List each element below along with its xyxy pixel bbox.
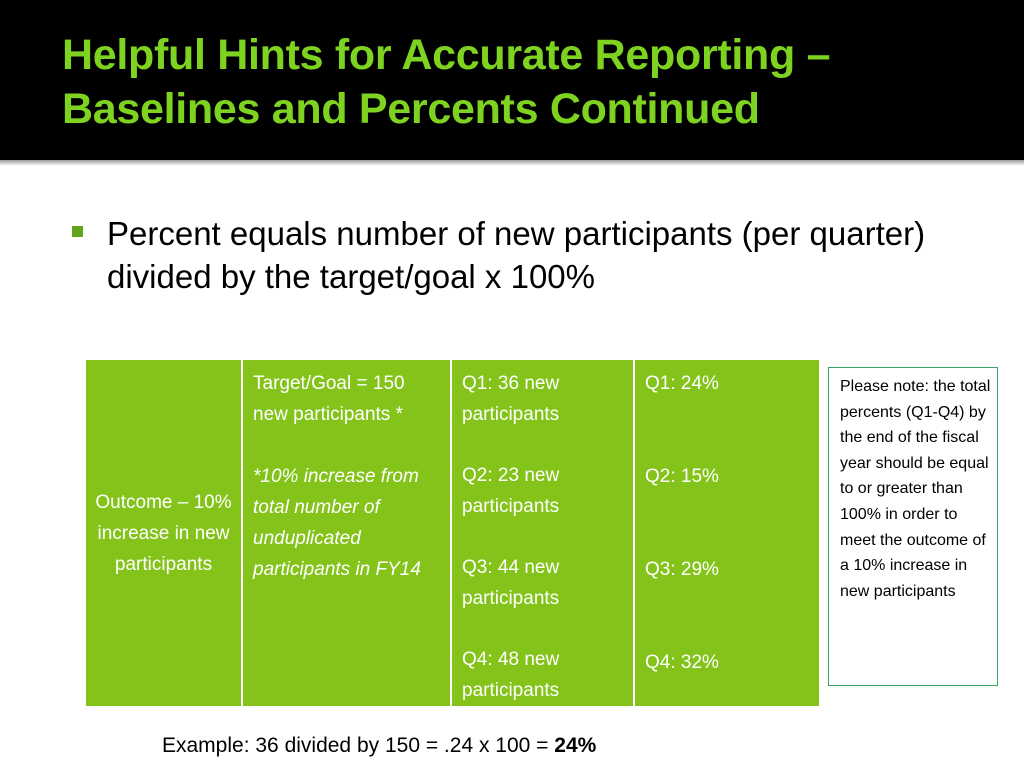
outcome-text: Outcome – 10% increase in new participan… bbox=[95, 491, 232, 575]
quarter-percent-q2: Q2: 15% bbox=[645, 466, 719, 487]
target-cell: Target/Goal = 150 new participants * *10… bbox=[243, 360, 452, 706]
note-text: Please note: the total percents (Q1-Q4) … bbox=[840, 378, 991, 600]
quarter-participants-q1: Q1: 36 new participants bbox=[462, 373, 560, 425]
example-line: Example: 36 divided by 150 = .24 x 100 =… bbox=[162, 728, 596, 764]
square-bullet-icon bbox=[72, 226, 83, 237]
note-box: Please note: the total percents (Q1-Q4) … bbox=[828, 367, 998, 686]
bullet-item: Percent equals number of new participant… bbox=[72, 212, 972, 298]
quarter-participants-q3: Q3: 44 new participants bbox=[462, 557, 560, 609]
quarter-participants-cell: Q1: 36 new participants Q2: 23 new parti… bbox=[452, 360, 635, 706]
quarter-participants-q2: Q2: 23 new participants bbox=[462, 465, 560, 517]
quarter-percent-q3: Q3: 29% bbox=[645, 559, 719, 580]
outcome-cell: Outcome – 10% increase in new participan… bbox=[86, 360, 243, 706]
slide-title-line-1: Helpful Hints for Accurate Reporting – bbox=[62, 31, 831, 79]
example-result: 24% bbox=[554, 734, 597, 757]
quarter-percent-cell: Q1: 24% Q2: 15% Q3: 29% Q4: 32% bbox=[635, 360, 819, 706]
bullet-text: Percent equals number of new participant… bbox=[107, 215, 926, 295]
quarter-percent-q1: Q1: 24% bbox=[645, 373, 719, 394]
title-bar: Helpful Hints for Accurate Reporting – B… bbox=[0, 0, 1024, 166]
quarter-participants-q4: Q4: 48 new participants bbox=[462, 649, 560, 701]
example-text: Example: 36 divided by 150 = .24 x 100 = bbox=[162, 734, 555, 757]
target-footnote: *10% increase from total number of undup… bbox=[253, 466, 421, 580]
percent-table: Outcome – 10% increase in new participan… bbox=[86, 360, 819, 706]
slide-title-line-2: Baselines and Percents Continued bbox=[62, 85, 760, 133]
target-text: Target/Goal = 150 new participants * bbox=[253, 373, 405, 425]
quarter-percent-q4: Q4: 32% bbox=[645, 652, 719, 673]
slide-title: Helpful Hints for Accurate Reporting – B… bbox=[62, 28, 1012, 136]
